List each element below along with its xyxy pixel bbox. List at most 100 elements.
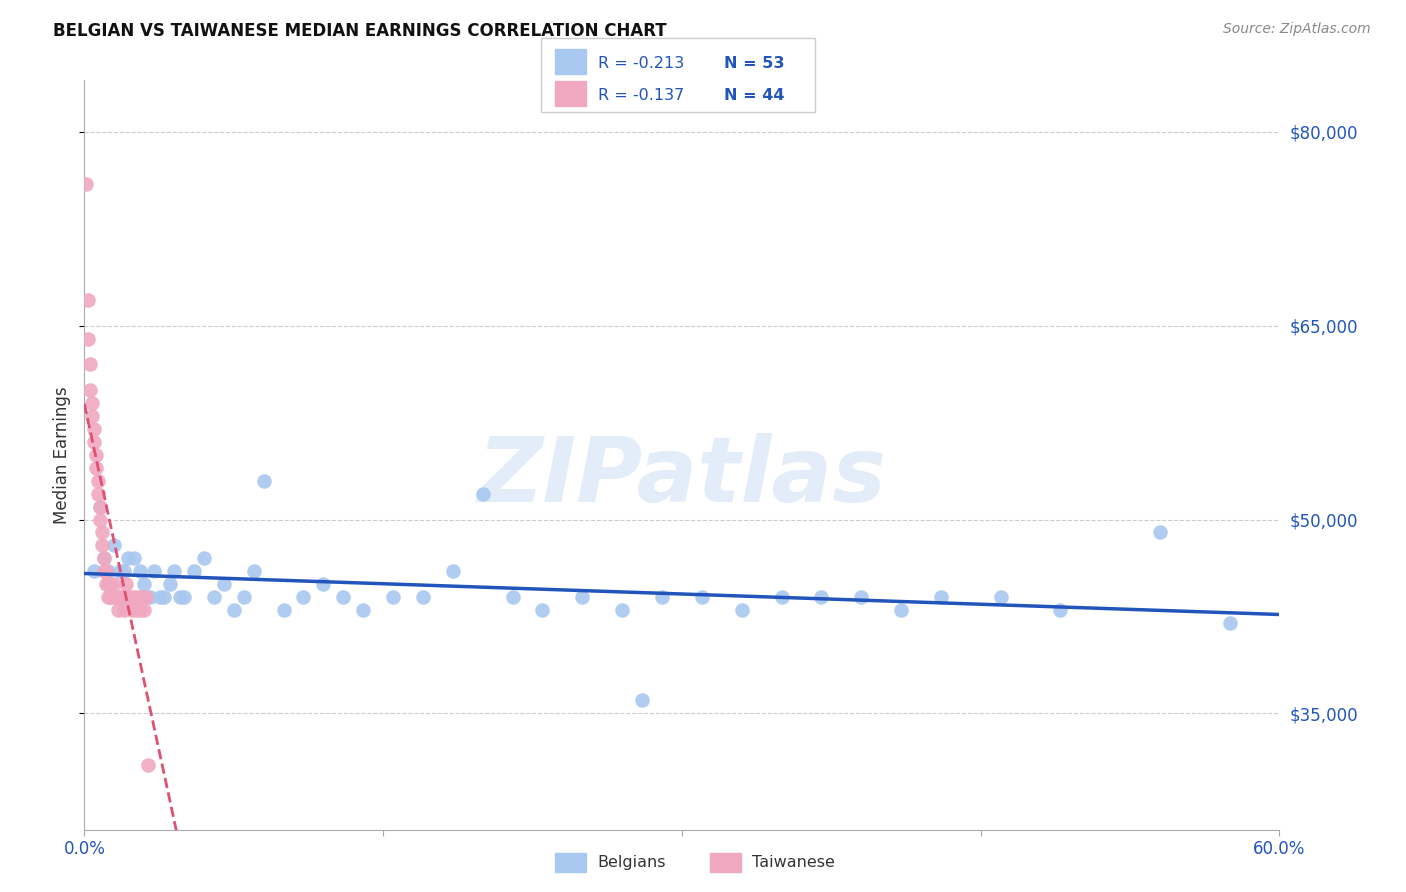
Point — [103, 538, 125, 552]
Point — [91, 538, 114, 552]
Point — [75, 177, 97, 191]
Point — [125, 603, 148, 617]
Point — [153, 590, 176, 604]
Point — [93, 551, 115, 566]
Point — [132, 577, 156, 591]
Point — [990, 590, 1012, 604]
Text: BELGIAN VS TAIWANESE MEDIAN EARNINGS CORRELATION CHART: BELGIAN VS TAIWANESE MEDIAN EARNINGS COR… — [53, 22, 666, 40]
Point — [531, 603, 554, 617]
Point — [312, 577, 335, 591]
Point — [97, 590, 120, 604]
Point — [612, 603, 634, 617]
Point — [169, 590, 191, 604]
Point — [111, 590, 134, 604]
Point — [110, 590, 132, 604]
Point — [83, 435, 105, 450]
Point — [441, 564, 464, 578]
Point — [139, 590, 162, 604]
Point — [253, 474, 276, 488]
Point — [107, 603, 129, 617]
Point — [112, 603, 135, 617]
Point — [98, 577, 121, 591]
Point — [1219, 615, 1241, 630]
Text: Taiwanese: Taiwanese — [752, 855, 835, 870]
Point — [129, 603, 152, 617]
Point — [83, 422, 105, 436]
Text: ZIPatlas: ZIPatlas — [478, 434, 886, 522]
Text: Belgians: Belgians — [598, 855, 666, 870]
Point — [202, 590, 225, 604]
Point — [117, 590, 139, 604]
Point — [103, 577, 125, 591]
Point — [117, 551, 139, 566]
Point — [193, 551, 215, 566]
Point — [127, 590, 149, 604]
Point — [163, 564, 186, 578]
Point — [1049, 603, 1071, 617]
Point — [79, 384, 101, 398]
Point — [112, 564, 135, 578]
Point — [89, 500, 111, 514]
Point — [159, 577, 181, 591]
Point — [731, 603, 754, 617]
Point — [89, 500, 111, 514]
Text: R = -0.213: R = -0.213 — [598, 56, 683, 70]
Point — [101, 590, 124, 604]
Point — [929, 590, 952, 604]
Point — [352, 603, 374, 617]
Point — [77, 293, 100, 307]
Point — [136, 758, 159, 772]
Point — [82, 409, 104, 424]
Point — [110, 564, 132, 578]
Y-axis label: Median Earnings: Median Earnings — [53, 386, 72, 524]
Point — [96, 564, 118, 578]
Point — [86, 448, 108, 462]
Point — [690, 590, 713, 604]
Text: R = -0.137: R = -0.137 — [598, 88, 683, 103]
Point — [86, 460, 108, 475]
Point — [98, 590, 121, 604]
Point — [212, 577, 235, 591]
Point — [412, 590, 434, 604]
Point — [232, 590, 254, 604]
Point — [631, 693, 654, 707]
Text: Source: ZipAtlas.com: Source: ZipAtlas.com — [1223, 22, 1371, 37]
Point — [131, 590, 153, 604]
Point — [121, 603, 143, 617]
Point — [810, 590, 832, 604]
Point — [97, 577, 120, 591]
Point — [129, 564, 152, 578]
Point — [115, 577, 138, 591]
Point — [471, 486, 494, 500]
Point — [105, 590, 128, 604]
Point — [651, 590, 673, 604]
Point — [183, 564, 205, 578]
Point — [96, 577, 118, 591]
Point — [83, 564, 105, 578]
Text: N = 53: N = 53 — [724, 56, 785, 70]
Point — [120, 590, 142, 604]
Point — [143, 564, 166, 578]
Point — [242, 564, 264, 578]
Point — [93, 564, 115, 578]
Point — [132, 603, 156, 617]
Point — [382, 590, 405, 604]
Point — [502, 590, 524, 604]
Point — [82, 396, 104, 410]
Point — [273, 603, 295, 617]
Point — [851, 590, 873, 604]
Point — [79, 358, 101, 372]
Point — [770, 590, 793, 604]
Point — [89, 512, 111, 526]
Point — [93, 551, 115, 566]
Point — [890, 603, 912, 617]
Point — [149, 590, 172, 604]
Point — [332, 590, 354, 604]
Point — [87, 474, 110, 488]
Point — [122, 590, 145, 604]
Point — [1149, 525, 1171, 540]
Point — [173, 590, 195, 604]
Point — [292, 590, 315, 604]
Point — [91, 525, 114, 540]
Point — [77, 332, 100, 346]
